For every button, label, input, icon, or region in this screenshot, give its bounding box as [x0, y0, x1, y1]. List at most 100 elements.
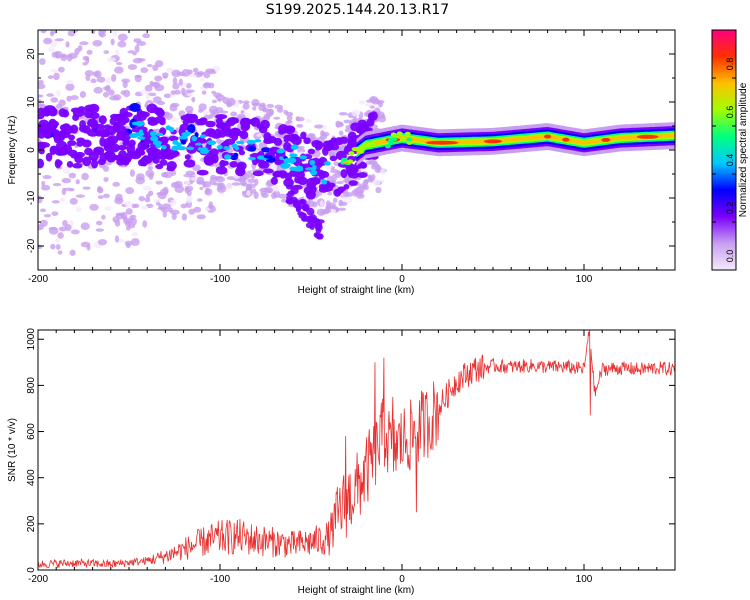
spectrogram-cell — [300, 131, 307, 140]
spectrogram-noise-cell — [103, 193, 110, 199]
spectrogram-noise-cell — [43, 25, 52, 30]
spectrogram-noise-cell — [190, 176, 198, 181]
spectrogram-noise-cell — [366, 99, 374, 103]
spectrogram-cell — [184, 154, 191, 160]
spectrogram-cell — [116, 131, 123, 141]
spectrogram-cell — [82, 156, 92, 167]
spectrogram-x-tick-label: 0 — [399, 274, 405, 285]
spectrogram-noise-cell — [103, 177, 109, 182]
spectrogram-noise-cell — [338, 111, 348, 116]
spectrogram-cell — [91, 158, 99, 169]
spectrogram-noise-cell — [133, 38, 142, 43]
spectrogram-y-tick-label: 10 — [26, 96, 37, 108]
spectrogram-cell — [183, 159, 196, 168]
spectrogram-noise-cell — [85, 74, 91, 82]
spectrogram-cell — [406, 140, 413, 145]
spectrogram-noise-cell — [178, 78, 183, 86]
spectrogram-cell — [206, 140, 217, 146]
spectrogram-noise-cell — [49, 20, 54, 27]
spectrogram-noise-cell — [172, 82, 180, 90]
spectrogram-noise-cell — [136, 173, 145, 181]
snr-y-tick-label: 0 — [26, 567, 37, 573]
spectrogram-noise-cell — [62, 166, 71, 175]
spectrogram-cell — [361, 144, 368, 149]
spectrogram-cell — [315, 227, 322, 234]
spectrogram-noise-cell — [98, 24, 108, 29]
spectrogram-noise-cell — [134, 44, 140, 53]
spectrogram-cell — [322, 180, 328, 185]
spectrogram-noise-cell — [155, 180, 163, 185]
spectrogram-noise-cell — [51, 200, 60, 204]
spectrogram-noise-cell — [357, 191, 363, 197]
spectrogram-noise-cell — [102, 18, 111, 24]
spectrogram-cell — [278, 124, 289, 134]
spectrogram-noise-cell — [266, 103, 275, 108]
spectrogram-cell — [215, 117, 223, 125]
spectrogram-cell — [279, 156, 284, 160]
spectrogram-noise-cell — [164, 111, 170, 116]
spectrogram-noise-cell — [336, 181, 344, 185]
spectrogram-noise-cell — [69, 197, 78, 205]
spectrogram-x-tick-label: -100 — [210, 274, 230, 285]
spectrogram-cell — [285, 163, 291, 168]
colorbar-gradient — [711, 29, 737, 271]
spectrogram-noise-cell — [90, 78, 97, 84]
spectrogram-noise-cell — [129, 214, 137, 219]
spectrogram-noise-cell — [58, 99, 66, 107]
spectrogram-noise-cell — [377, 115, 387, 123]
spectrogram-noise-cell — [124, 240, 133, 246]
spectrogram-noise-cell — [191, 96, 196, 103]
spectrogram-noise-cell — [277, 193, 287, 199]
spectrogram-noise-cell — [60, 197, 66, 203]
spectrogram-cell — [166, 160, 177, 171]
spectrogram-cell — [250, 117, 261, 127]
spectrogram-noise-cell — [327, 191, 333, 196]
spectrogram-cell — [324, 161, 331, 166]
spectrogram-cell — [205, 120, 216, 128]
spectrogram-noise-cell — [204, 187, 211, 194]
spectrogram-noise-cell — [216, 138, 222, 144]
spectrogram-noise-cell — [181, 87, 186, 96]
spectrogram-cell — [177, 146, 187, 151]
spectrogram-noise-cell — [39, 208, 47, 213]
spectrogram-noise-cell — [247, 178, 256, 184]
spectrogram-noise-cell — [131, 232, 138, 237]
spectrogram-noise-cell — [274, 184, 280, 192]
spectrogram-noise-cell — [96, 220, 103, 226]
spectrogram-noise-cell — [252, 188, 257, 195]
spectrogram-cell — [214, 128, 222, 137]
spectrogram-noise-cell — [144, 197, 151, 203]
spectrogram-cell — [235, 140, 245, 145]
spectrogram-cell — [138, 111, 148, 118]
spectrogram-noise-cell — [338, 199, 344, 207]
spectrogram-noise-cell — [89, 203, 99, 211]
spectrogram-noise-cell — [52, 183, 62, 187]
spectrogram-cell — [159, 159, 168, 166]
spectrogram-noise-cell — [329, 206, 339, 210]
spectrogram-noise-cell — [97, 195, 104, 200]
spectrogram-noise-cell — [57, 232, 64, 239]
spectrogram-noise-cell — [114, 49, 120, 57]
spectrogram-cell — [88, 103, 100, 114]
spectrogram-noise-cell — [338, 130, 344, 136]
spectrogram-noise-cell — [142, 33, 151, 39]
spectrogram-cell — [89, 112, 100, 119]
spectrogram-noise-cell — [246, 190, 251, 197]
spectrogram-cell — [77, 106, 86, 113]
spectrogram-noise-cell — [162, 210, 168, 218]
spectrogram-noise-cell — [43, 37, 52, 45]
spectrogram-noise-cell — [47, 47, 55, 53]
spectrogram-noise-cell — [74, 48, 80, 55]
spectrogram-noise-cell — [75, 206, 82, 213]
spectrogram-noise-cell — [199, 186, 204, 190]
spectrogram-cell — [286, 184, 293, 190]
spectrogram-noise-cell — [106, 57, 117, 62]
spectrogram-cell — [128, 139, 136, 147]
spectrogram-noise-cell — [141, 205, 149, 210]
spectrogram-noise-cell — [117, 40, 127, 48]
spectrogram-noise-cell — [365, 102, 373, 107]
spectrogram-cell — [299, 155, 308, 160]
spectrogram-noise-cell — [95, 228, 105, 232]
spectrogram-cell — [303, 186, 314, 195]
